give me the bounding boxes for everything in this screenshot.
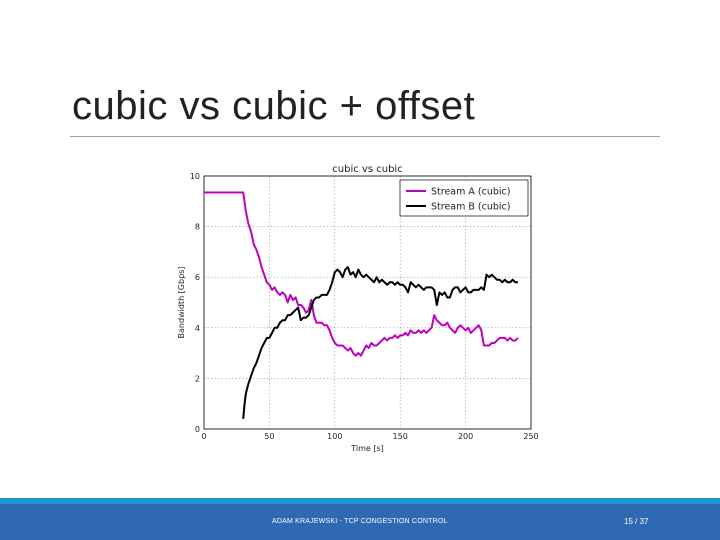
y-tick-label: 4 <box>195 324 200 333</box>
x-axis-label: Time [s] <box>350 444 384 453</box>
title-divider <box>70 136 660 137</box>
y-tick-label: 8 <box>195 223 200 232</box>
footer-bar <box>0 498 720 540</box>
footer-caption: ADAM KRAJEWSKI - TCP CONGESTION CONTROL <box>272 518 448 525</box>
y-tick-label: 2 <box>195 374 200 383</box>
y-tick-label: 10 <box>190 172 200 181</box>
legend-label: Stream B (cubic) <box>431 202 510 213</box>
y-axis-label: Bandwidth [Gbps] <box>177 267 186 339</box>
y-tick-label: 0 <box>195 425 200 434</box>
x-tick-label: 50 <box>264 432 274 441</box>
plot-frame <box>203 175 532 430</box>
x-tick-label: 150 <box>393 432 408 441</box>
series-line-stream-b <box>242 266 518 419</box>
chart-ticks: 0 50 100 150 200 250 0 2 4 6 8 10 <box>190 172 539 441</box>
series-line-stream-a <box>204 191 519 357</box>
legend-label: Stream A (cubic) <box>431 187 510 198</box>
chart-title: cubic vs cubic <box>332 164 402 175</box>
x-tick-label: 0 <box>201 432 206 441</box>
chart-legend: Stream A (cubic) Stream B (cubic) <box>399 179 529 217</box>
slide-title: cubic vs cubic + offset <box>72 84 476 128</box>
bandwidth-chart: 0 50 100 150 200 250 0 2 4 6 8 10 cubic vs cubic Ti… <box>177 164 539 453</box>
x-tick-label: 100 <box>327 432 342 441</box>
chart-series <box>204 191 519 419</box>
y-tick-label: 6 <box>195 273 200 282</box>
page-number: 15 / 37 <box>624 517 649 526</box>
x-tick-label: 250 <box>523 432 538 441</box>
x-tick-label: 200 <box>458 432 473 441</box>
footer-accent-band <box>0 498 720 504</box>
legend-box <box>399 179 529 217</box>
